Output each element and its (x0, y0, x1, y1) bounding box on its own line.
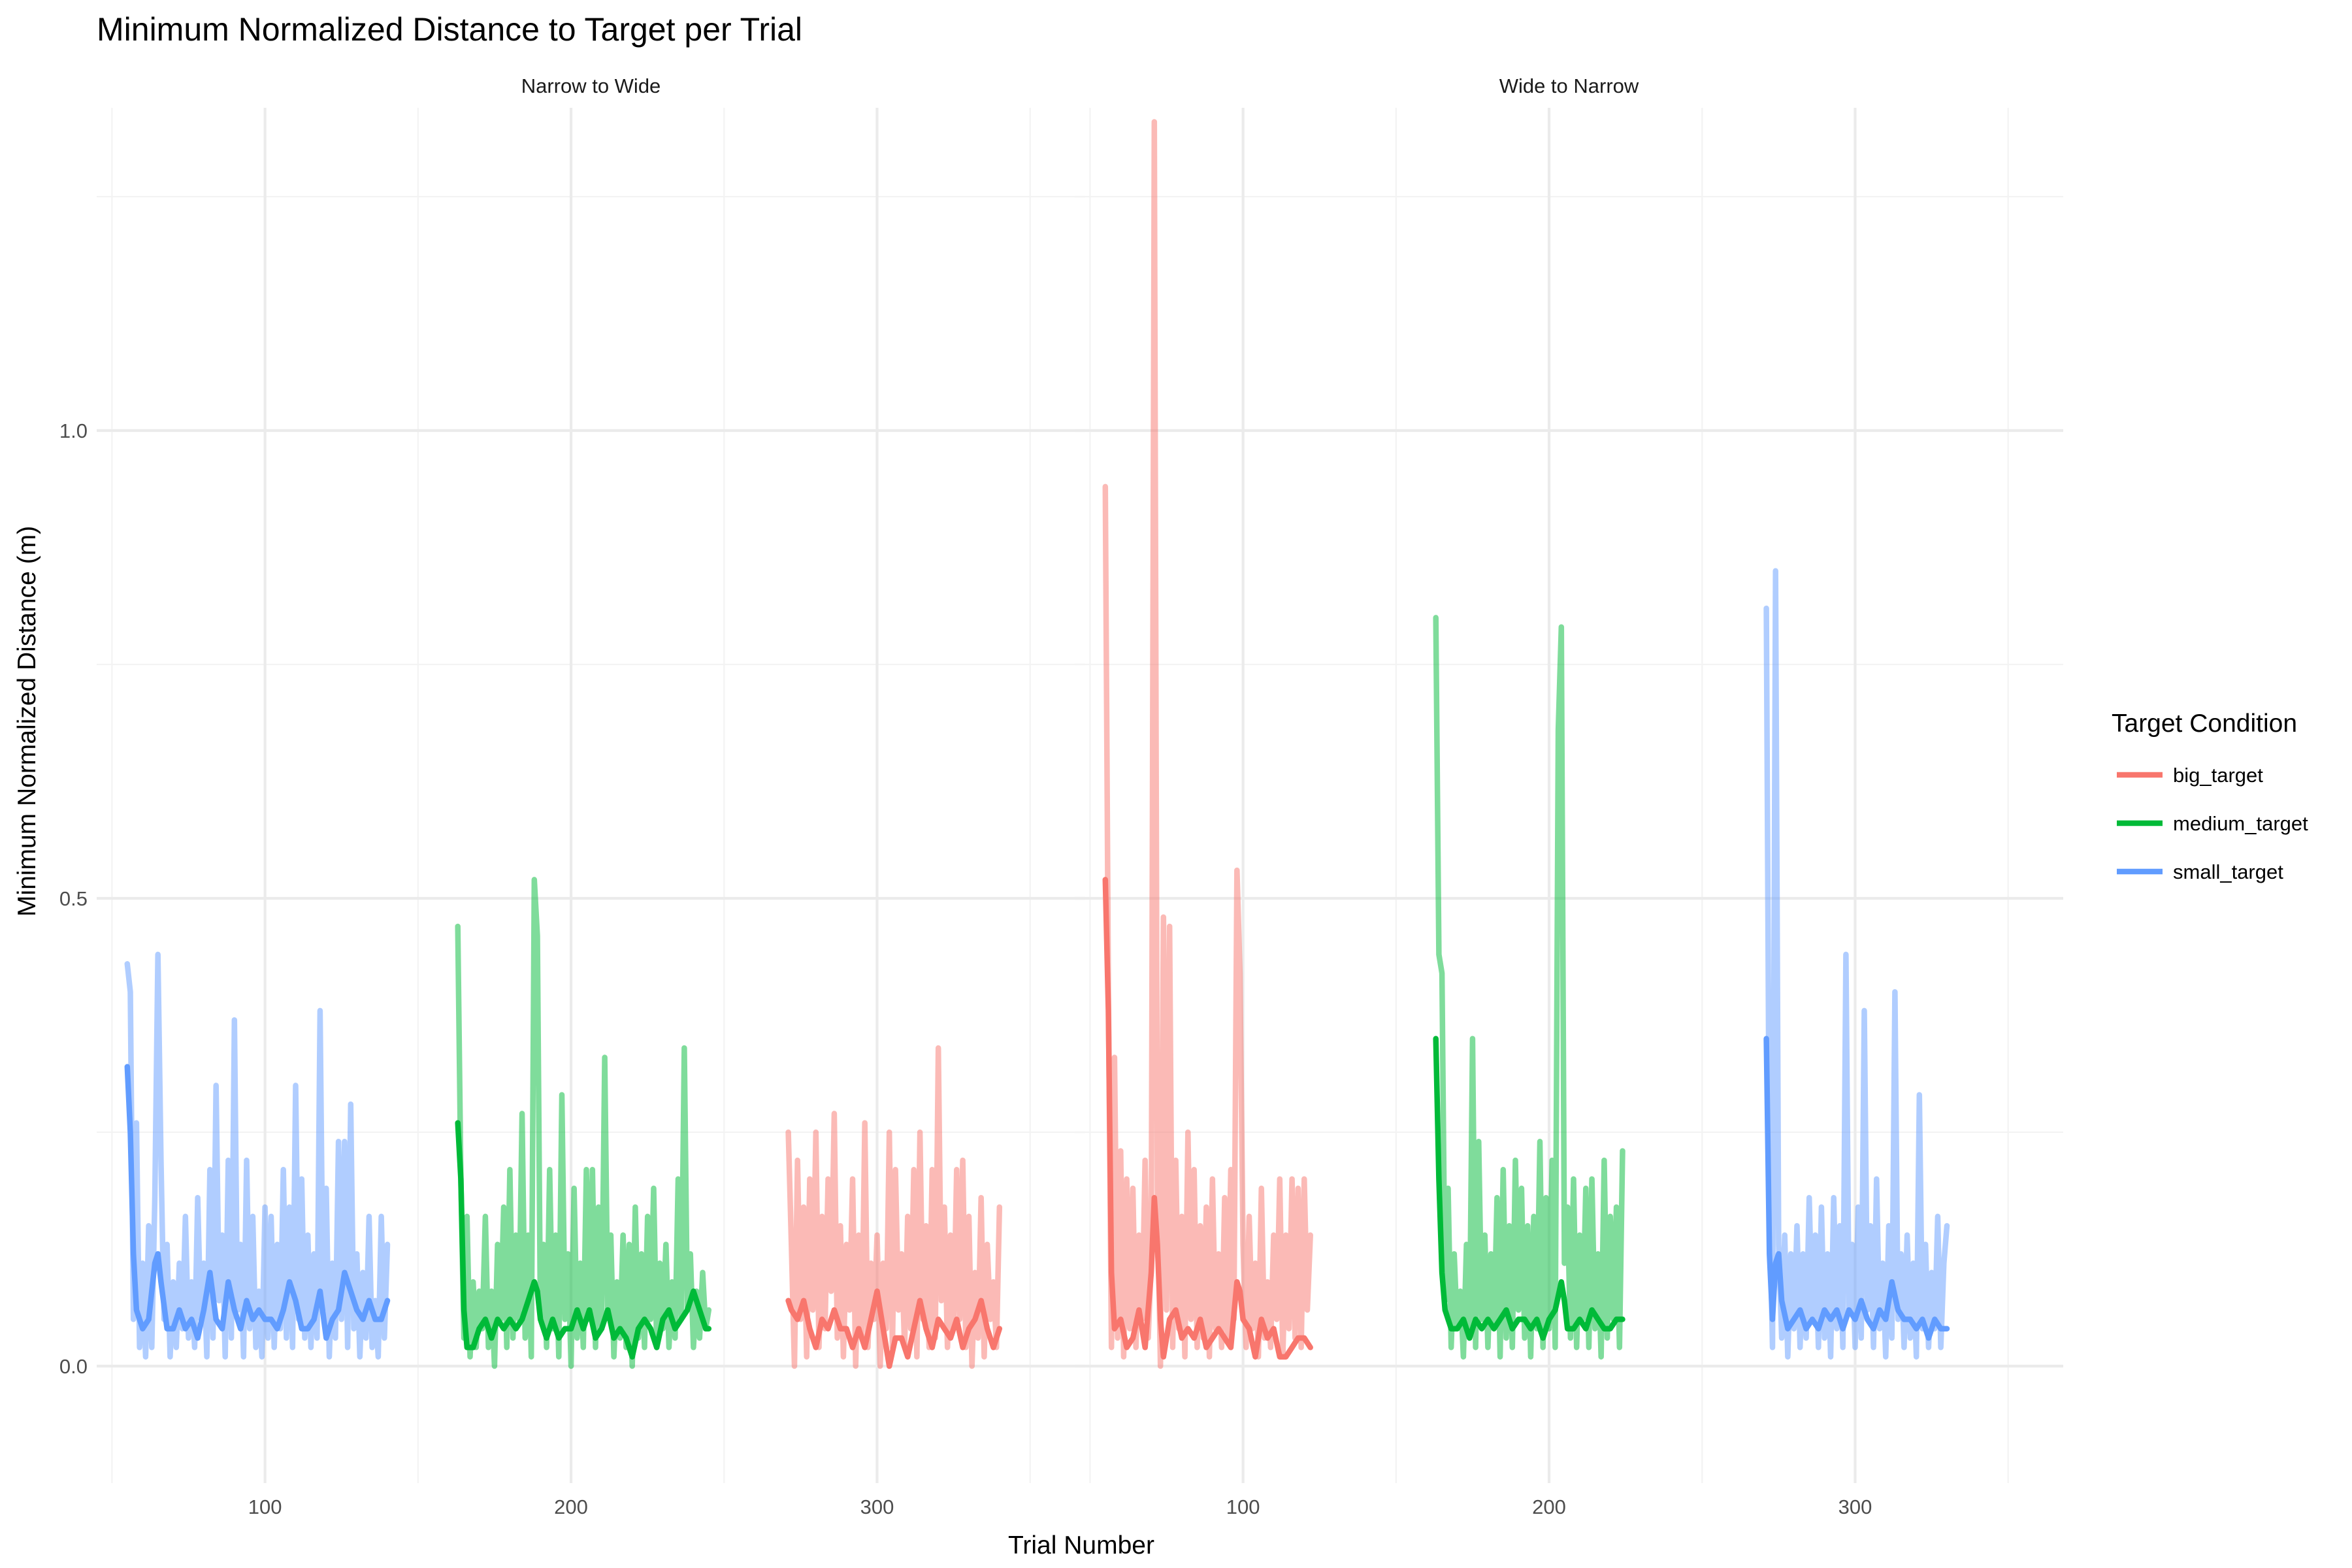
raw-line-medium_target (455, 877, 712, 1369)
facet-panel: Wide to Narrow 100 200 300 (1075, 74, 2063, 1518)
smoothed-line-big_target (785, 1288, 1003, 1369)
legend-title: Target Condition (2112, 710, 2297, 738)
smoothed-line-medium_target (1433, 1036, 1625, 1341)
legend-entry-small_target: small_target (2117, 860, 2283, 883)
x-tick-label: 100 (248, 1495, 282, 1518)
series-big_target (785, 1045, 1003, 1369)
series-medium_target (455, 877, 712, 1369)
x-tick-label: 300 (860, 1495, 894, 1518)
series-big_target (1102, 119, 1313, 1369)
smoothed-line-big_target (1102, 877, 1313, 1360)
legend: big_target medium_target small_target (2117, 764, 2308, 883)
smoothed-line-small_target (1763, 1036, 1950, 1341)
legend-label-big_target: big_target (2173, 764, 2263, 787)
series-medium_target (1433, 615, 1625, 1360)
facet-strip-label: Narrow to Wide (521, 74, 661, 97)
x-tick-label: 200 (1532, 1495, 1566, 1518)
y-tick-label: 0.0 (59, 1355, 88, 1378)
x-tick-label: 300 (1838, 1495, 1872, 1518)
smoothed-line-medium_target (455, 1120, 712, 1360)
raw-line-medium_target (1433, 615, 1625, 1360)
x-axis-title: Trial Number (1008, 1531, 1154, 1560)
chart-title: Minimum Normalized Distance to Target pe… (97, 11, 802, 48)
facet-panel: Narrow to Wide 100 200 300 0.0 0.5 1.0 (59, 74, 1085, 1518)
facet-strip-label: Wide to Narrow (1499, 74, 1639, 97)
y-tick-label: 1.0 (59, 419, 88, 442)
legend-label-small_target: small_target (2173, 860, 2283, 883)
raw-line-small_target (124, 951, 391, 1360)
raw-line-small_target (1763, 568, 1950, 1360)
x-tick-label: 200 (554, 1495, 588, 1518)
legend-entry-medium_target: medium_target (2117, 812, 2308, 835)
legend-label-medium_target: medium_target (2173, 812, 2308, 835)
series-small_target (124, 951, 391, 1360)
y-tick-label: 0.5 (59, 887, 88, 910)
raw-line-big_target (785, 1045, 1003, 1369)
legend-entry-big_target: big_target (2117, 764, 2263, 787)
facet-panels: Narrow to Wide 100 200 300 0.0 0.5 1.0 Wide to … (59, 74, 2063, 1518)
raw-line-big_target (1102, 119, 1313, 1369)
x-tick-label: 100 (1226, 1495, 1260, 1518)
smoothed-line-small_target (124, 1064, 391, 1341)
y-axis-title: Minimum Normalized Distance (m) (13, 526, 41, 917)
series-small_target (1763, 568, 1950, 1360)
